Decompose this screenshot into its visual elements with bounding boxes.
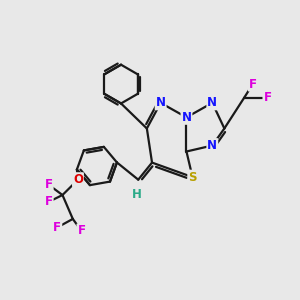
Text: F: F	[53, 221, 61, 234]
Text: F: F	[77, 224, 86, 237]
Text: F: F	[45, 195, 53, 208]
Text: N: N	[156, 96, 166, 110]
Text: H: H	[132, 188, 142, 201]
Text: N: N	[182, 111, 191, 124]
Text: S: S	[188, 171, 197, 184]
Text: N: N	[207, 96, 217, 110]
Text: N: N	[207, 139, 217, 152]
Text: F: F	[249, 78, 257, 91]
Text: F: F	[263, 91, 272, 104]
Text: F: F	[45, 178, 53, 191]
Text: O: O	[73, 173, 83, 186]
